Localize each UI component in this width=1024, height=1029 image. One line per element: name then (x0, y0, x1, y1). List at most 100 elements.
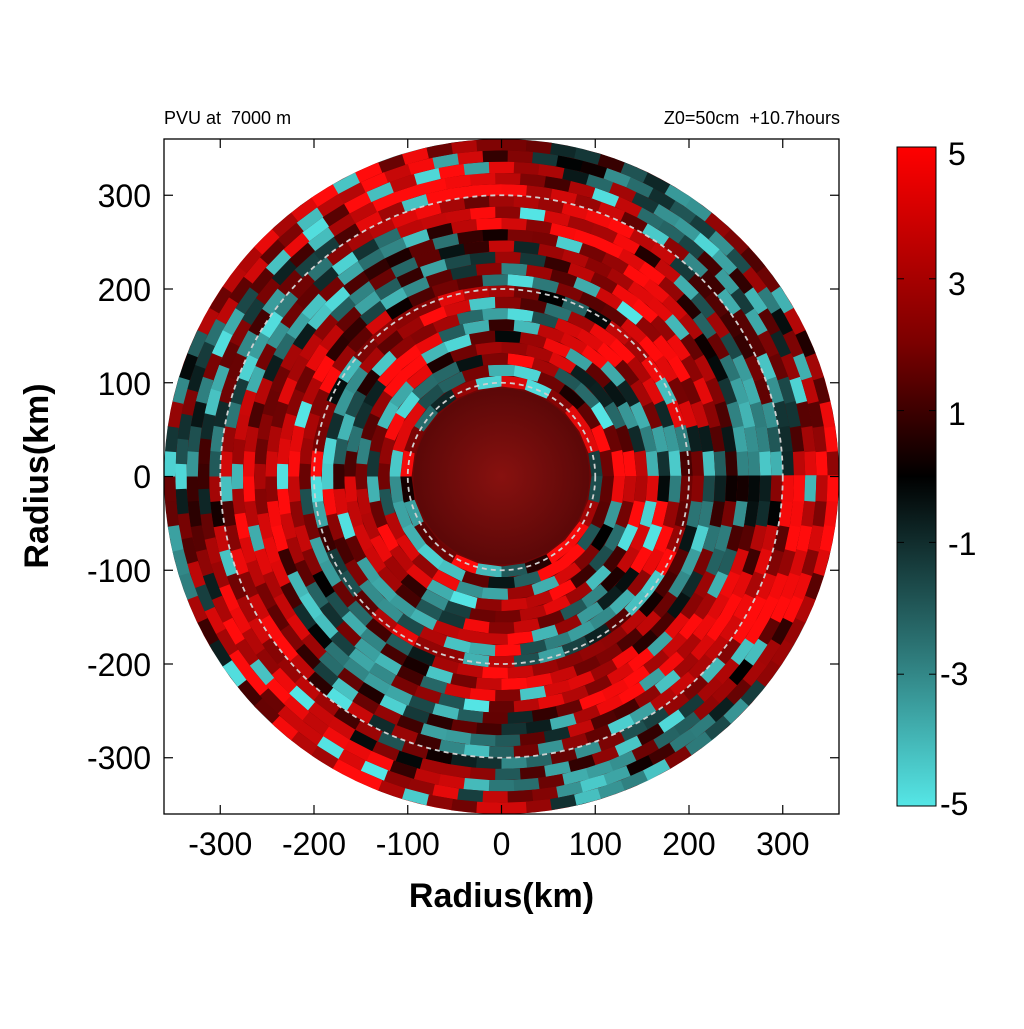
pv-cell (425, 97, 453, 112)
pv-cell (308, 885, 337, 906)
pv-cell (242, 257, 269, 285)
pv-cell (501, 756, 529, 769)
pv-cell (604, 401, 627, 430)
pv-cell (589, 544, 614, 572)
pv-cell (758, 616, 781, 645)
pv-cell (595, 642, 624, 666)
pv-cell (549, 713, 578, 731)
pv-cell (819, 400, 836, 428)
pv-cell (860, 548, 877, 576)
pv-cell (675, 292, 702, 320)
pv-cell (589, 222, 618, 243)
pv-cell (680, 376, 702, 405)
pv-cell (317, 276, 345, 303)
pv-cell (42, 341, 60, 370)
pv-cell (543, 595, 572, 616)
pv-cell (425, 63, 453, 78)
pv-cell (312, 266, 339, 293)
pv-cell (858, 425, 872, 452)
pv-cell (650, 611, 677, 638)
pv-cell (813, 547, 831, 576)
pv-cell (421, 931, 449, 946)
pv-cell (259, 311, 284, 339)
pv-cell (861, 685, 884, 714)
pv-cell (463, 698, 491, 713)
pv-cell (294, 559, 316, 588)
pv-cell (378, 463, 390, 491)
pv-cell (324, 641, 351, 668)
pv-cell (247, 401, 265, 430)
x-tick-label: 0 (493, 826, 511, 862)
pv-cell (186, 451, 199, 478)
pv-cell (86, 228, 109, 256)
pv-cell (234, 287, 259, 316)
pv-cell (349, 729, 378, 752)
pv-cell (230, 377, 249, 406)
pv-cell (872, 195, 896, 223)
pv-cell (689, 57, 718, 79)
pv-cell (877, 400, 892, 428)
pv-cell (294, 283, 321, 310)
pv-cell (112, 585, 131, 614)
pv-cell (646, 295, 673, 322)
pv-cell (872, 282, 894, 311)
pv-cell (860, 260, 883, 289)
pv-cell (274, 894, 303, 916)
pv-cell (685, 730, 713, 756)
pv-cell (508, 914, 535, 926)
x-axis-label: Radius(km) (409, 877, 594, 915)
pv-cell (783, 594, 804, 623)
pv-cell (49, 643, 70, 672)
pv-cell (468, 172, 496, 186)
pv-cell (768, 351, 789, 381)
pv-cell (463, 778, 491, 792)
pv-cell (195, 376, 214, 405)
pv-cell (359, 300, 387, 326)
pv-cell (318, 366, 342, 395)
pv-cell (716, 636, 742, 665)
pv-cell (655, 19, 684, 39)
pv-cell (543, 51, 571, 66)
pv-cell (525, 344, 554, 363)
pv-cell (939, 328, 957, 357)
pv-cell (711, 248, 738, 276)
pv-cell (487, 285, 515, 297)
pv-cell (190, 525, 207, 554)
pv-cell (365, 618, 393, 643)
pv-cell (403, 499, 424, 528)
pv-cell (359, 172, 388, 193)
pv-cell (849, 450, 861, 477)
pv-cell (292, 322, 317, 351)
pv-cell (767, 499, 782, 527)
pv-cell (808, 523, 824, 552)
pv-cell (302, 513, 321, 542)
pv-cell (848, 548, 865, 576)
pv-cell (248, 617, 272, 646)
pv-cell (616, 627, 644, 653)
pv-cell (456, 229, 484, 245)
pv-cell (691, 475, 704, 503)
pv-cell (482, 666, 509, 679)
pv-cell (780, 571, 801, 600)
pv-cell (628, 840, 657, 860)
pv-cell (667, 354, 691, 383)
pv-cell (96, 609, 116, 638)
pv-cell (475, 94, 502, 106)
pv-cell (259, 239, 286, 266)
pv-cell (962, 475, 974, 502)
pv-cell (285, 388, 305, 418)
pv-cell (562, 941, 590, 956)
pv-cell (719, 570, 741, 599)
pv-cell (812, 424, 827, 453)
pv-cell (668, 475, 682, 503)
pv-cell (112, 341, 131, 370)
pv-cell (672, 62, 701, 83)
pv-cell (420, 342, 449, 365)
pv-cell (312, 570, 336, 599)
pv-cell (590, 709, 619, 730)
pv-cell (333, 536, 355, 566)
pv-cell (109, 414, 123, 441)
pv-cell (253, 882, 282, 905)
pv-cell (727, 811, 756, 814)
pv-cell (574, 544, 601, 571)
